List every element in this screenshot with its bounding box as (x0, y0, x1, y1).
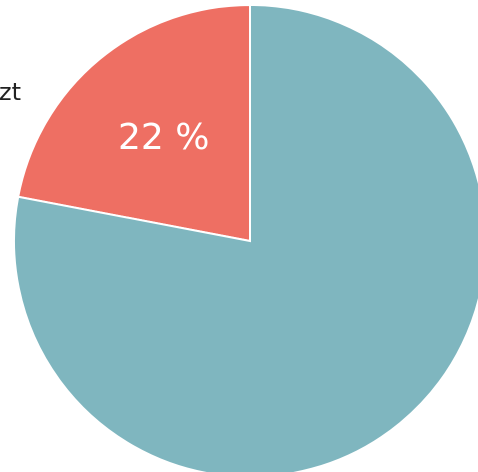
pie-slice-label-0: 22 % (118, 117, 209, 158)
pie-slice-1 (13, 3, 478, 472)
pie-slice-0 (17, 3, 251, 243)
cropped-legend-text: zt (0, 78, 22, 106)
